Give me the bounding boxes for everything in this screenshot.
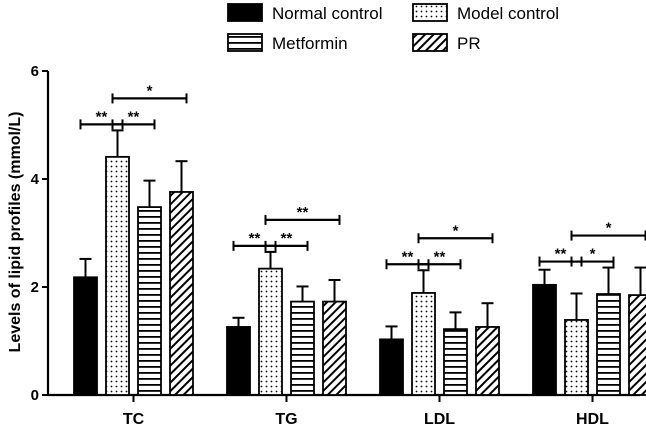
y-axis-title: Levels of lipid profiles (mmol/L) [7, 112, 24, 353]
significance-label: * [147, 82, 153, 99]
significance-label: ** [249, 230, 261, 247]
bar-dots [411, 292, 436, 396]
legend-swatch-horizontal-lines [227, 33, 263, 52]
bar-diagonal-lines [169, 191, 194, 396]
significance-label: * [453, 222, 459, 239]
significance-label: ** [297, 204, 309, 221]
y-tick-label: 2 [31, 279, 39, 296]
bar-solid [226, 326, 251, 396]
y-tick-label: 6 [31, 63, 39, 80]
significance-label: * [590, 246, 596, 263]
legend-label: Model control [457, 4, 559, 23]
x-tick-label: TC [123, 411, 145, 428]
significance-label: ** [555, 246, 567, 263]
x-tick-label: LDL [424, 411, 455, 428]
bar-dots [105, 155, 130, 396]
bar-dots [564, 319, 589, 396]
y-tick-label: 4 [31, 171, 40, 188]
bar-solid [532, 283, 557, 396]
bar-diagonal-lines [475, 326, 500, 396]
legend-swatch-solid [227, 3, 263, 22]
significance-label: ** [434, 248, 446, 265]
legend-swatch-diagonal-lines [412, 33, 448, 52]
legend: Normal control Metformin Model control PR [227, 3, 559, 53]
bar-horizontal-lines [443, 328, 468, 396]
bar-solid [73, 276, 98, 396]
y-tick-label: 0 [31, 387, 39, 404]
significance-label: ** [281, 230, 293, 247]
x-tick-label: HDL [576, 411, 609, 428]
bar-solid [379, 338, 404, 396]
significance-label: * [606, 220, 612, 237]
legend-swatch-dots [412, 3, 448, 22]
x-tick-label: TG [275, 411, 297, 428]
legend-label: Normal control [272, 4, 383, 23]
bar-horizontal-lines [137, 206, 162, 396]
significance-label: ** [96, 108, 108, 125]
legend-label: Metformin [272, 34, 348, 53]
significance-label: ** [128, 108, 140, 125]
bar-diagonal-lines [322, 300, 347, 396]
legend-label: PR [457, 34, 481, 53]
bar-diagonal-lines [628, 294, 646, 396]
bar-horizontal-lines [596, 293, 621, 396]
bar-horizontal-lines [290, 300, 315, 396]
significance-label: ** [402, 248, 414, 265]
bar-dots [258, 267, 283, 396]
